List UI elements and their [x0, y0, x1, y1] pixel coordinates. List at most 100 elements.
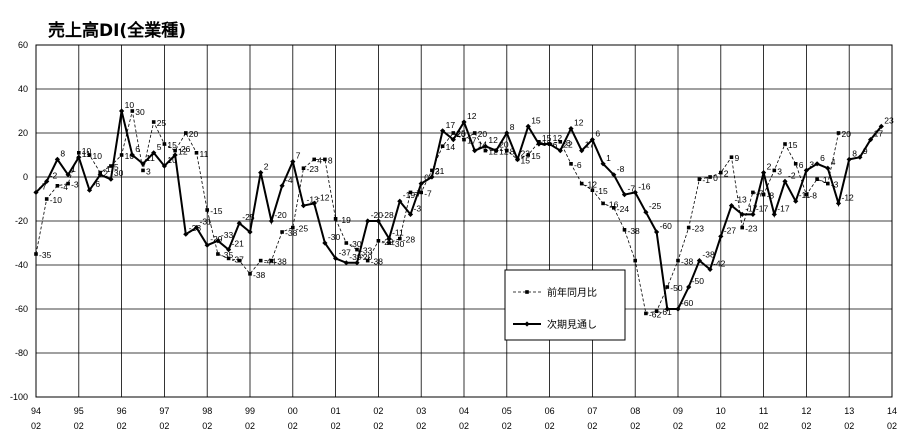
- x-tick-year: 08: [630, 406, 640, 416]
- data-point: [141, 168, 145, 173]
- data-label: -29: [210, 234, 223, 244]
- x-tick-year: 96: [117, 406, 127, 416]
- data-label: -30: [349, 239, 362, 249]
- data-label: 9: [735, 153, 740, 163]
- series-line: [35, 110, 839, 314]
- data-point: [269, 258, 274, 263]
- data-point: [54, 156, 60, 162]
- data-label: 25: [157, 118, 167, 128]
- data-label: -6: [574, 160, 582, 170]
- data-point: [632, 189, 638, 195]
- data-label: -25: [242, 212, 255, 222]
- data-point: [750, 211, 756, 217]
- data-point: [751, 190, 755, 195]
- data-point: [173, 148, 177, 153]
- data-label: 15: [531, 115, 541, 125]
- x-tick-year: 07: [587, 406, 597, 416]
- data-label: -35: [221, 250, 234, 260]
- data-point: [739, 211, 745, 217]
- data-label: -1: [702, 175, 710, 185]
- data-label: -29: [381, 237, 394, 247]
- data-point: [418, 181, 424, 187]
- data-point: [857, 154, 863, 160]
- data-point: [344, 241, 349, 245]
- x-tick-month: 02: [716, 421, 726, 431]
- data-point: [793, 198, 799, 204]
- data-point: [482, 143, 488, 149]
- data-label: -38: [702, 250, 715, 260]
- data-label: 6: [595, 129, 600, 139]
- x-tick-month: 02: [887, 421, 897, 431]
- data-point: [761, 170, 767, 176]
- data-point: [365, 218, 371, 224]
- data-label: -38: [681, 257, 694, 267]
- data-label: 22: [563, 140, 573, 150]
- data-point: [782, 178, 788, 184]
- data-point: [119, 108, 125, 114]
- data-point: [761, 192, 766, 197]
- series-line: [35, 110, 883, 310]
- data-label: -25: [296, 224, 309, 234]
- data-point: [878, 123, 884, 129]
- data-label: 8: [510, 122, 515, 132]
- data-label: -20: [274, 210, 287, 220]
- data-point: [301, 166, 306, 170]
- data-point: [772, 168, 777, 173]
- data-label: -35: [39, 250, 52, 260]
- data-label: -16: [606, 199, 619, 209]
- data-point: [258, 258, 263, 263]
- x-tick-month: 02: [587, 421, 597, 431]
- data-label: 8: [852, 148, 857, 158]
- data-point: [740, 225, 744, 230]
- data-point: [600, 161, 606, 167]
- x-tick-month: 02: [673, 421, 683, 431]
- data-label: 10: [167, 155, 177, 165]
- data-label: -38: [253, 270, 266, 280]
- data-label: 10: [82, 146, 92, 156]
- data-label: 2: [724, 169, 729, 179]
- data-point: [162, 142, 167, 146]
- data-label: -60: [681, 298, 694, 308]
- data-point: [376, 239, 381, 243]
- data-label: -8: [617, 164, 625, 174]
- data-label: -37: [339, 247, 352, 257]
- data-point: [333, 255, 339, 261]
- data-label: -7: [628, 184, 636, 194]
- data-label: -19: [339, 215, 352, 225]
- data-label: -7: [424, 188, 432, 198]
- data-point: [355, 247, 359, 252]
- x-tick-year: 94: [31, 406, 41, 416]
- data-label: -2: [788, 170, 796, 180]
- legend-label: 前年同月比: [547, 286, 597, 299]
- data-point: [728, 203, 735, 209]
- x-tick-year: 09: [673, 406, 683, 416]
- x-tick-year: 01: [331, 406, 341, 416]
- data-point: [461, 119, 467, 125]
- data-point: [590, 188, 595, 192]
- data-label: -25: [649, 201, 662, 211]
- data-label: -39: [349, 252, 362, 262]
- data-point: [793, 162, 798, 166]
- data-label: -12: [585, 180, 598, 190]
- data-label: 12: [467, 111, 477, 121]
- x-tick-month: 02: [373, 421, 383, 431]
- x-tick-month: 02: [630, 421, 640, 431]
- data-label: 3: [146, 166, 151, 176]
- data-label: -60: [660, 221, 673, 231]
- data-point: [151, 120, 156, 124]
- data-point: [707, 266, 713, 272]
- data-label: -28: [403, 235, 416, 245]
- legend-marker: [525, 290, 529, 294]
- x-tick-month: 02: [159, 421, 169, 431]
- data-label: 0: [424, 173, 429, 183]
- x-tick-year: 95: [74, 406, 84, 416]
- data-label: 7: [296, 151, 301, 161]
- data-point: [55, 184, 60, 188]
- data-point: [568, 126, 574, 132]
- data-point: [675, 306, 681, 312]
- y-tick-label: -40: [15, 260, 28, 270]
- y-tick-label: 40: [18, 84, 28, 94]
- data-label: -13: [735, 195, 748, 205]
- data-label: 3: [777, 166, 782, 176]
